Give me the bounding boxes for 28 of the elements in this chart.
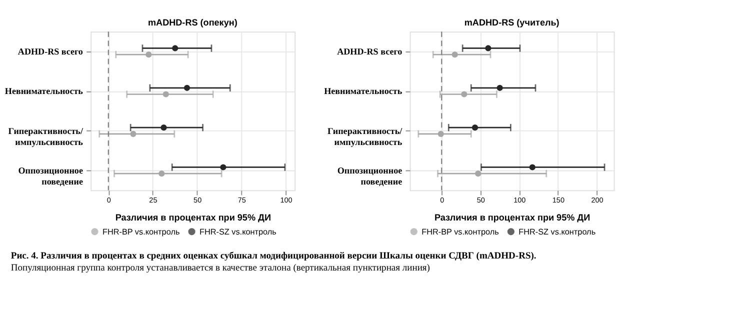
y-tick-label: Гиперактивность/ импульсивность <box>327 126 403 147</box>
x-tick-label: 50 <box>476 195 485 204</box>
x-axis-title: Различия в процентах при 95% ДИ <box>115 212 271 223</box>
x-tick-label: 75 <box>238 195 246 204</box>
text: Рис. 4. Различия в процентах в средних оценках субшкал модифицированной версии Шкалы оценки СДВГ (mADHD-RS). <box>10 252 536 262</box>
text: Популяционная группа контроля устанавливается в качестве эталона (вертикальная пунктирная линия) <box>10 263 430 274</box>
chart-title: mADHD-RS (учитель) <box>464 18 560 28</box>
legend-label: FHR-SZ vs.контроль <box>518 227 596 236</box>
legend-label: FHR-SZ vs.контроль <box>199 227 276 236</box>
x-tick-label: 0 <box>106 195 111 204</box>
y-tick-label: Невнимательность <box>324 86 402 96</box>
x-tick-label: 100 <box>280 195 292 204</box>
y-tick-label: Оппозиционное поведение <box>18 166 83 186</box>
x-tick-label: 50 <box>194 195 202 204</box>
y-tick-label: ADHD-RS всего <box>337 46 403 57</box>
x-tick-label: 100 <box>514 195 526 204</box>
x-tick-label: 200 <box>591 195 604 204</box>
chart-title: mADHD-RS (опекун) <box>148 18 238 28</box>
legend-label: FHR-BP vs.контроль <box>422 227 499 236</box>
x-axis-title: Различия в процентах при 95% ДИ <box>434 212 590 223</box>
legend-label: FHR-BP vs.контроль <box>102 227 180 236</box>
y-tick-label: Гиперактивность/ импульсивность <box>8 126 84 147</box>
y-tick-label: Оппозиционное поведение <box>337 166 402 186</box>
y-tick-label: Невнимательность <box>4 86 84 96</box>
x-tick-label: 0 <box>440 195 444 204</box>
x-tick-label: 150 <box>552 195 565 204</box>
y-tick-label: ADHD-RS всего <box>18 46 84 57</box>
x-tick-label: 25 <box>149 195 158 204</box>
